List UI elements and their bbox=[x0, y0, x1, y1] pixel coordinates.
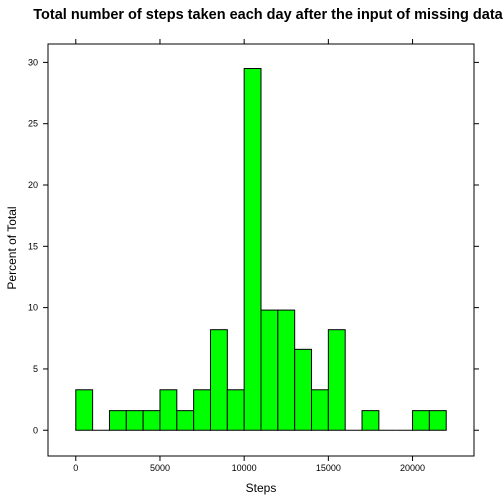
histogram-bar bbox=[294, 348, 313, 431]
y-tick-label: 25 bbox=[28, 119, 38, 129]
y-tick-label: 20 bbox=[28, 180, 38, 190]
y-tick-label: 10 bbox=[28, 303, 38, 313]
x-tick-label: 10000 bbox=[232, 463, 257, 473]
histogram-bar bbox=[361, 410, 380, 431]
y-tick-label: 5 bbox=[33, 364, 38, 374]
histogram-bar bbox=[412, 410, 430, 431]
histogram-bar bbox=[193, 389, 211, 431]
histogram-bar bbox=[75, 389, 94, 431]
histogram-bar bbox=[108, 410, 127, 431]
x-axis-label: Steps bbox=[246, 481, 277, 495]
x-tick-label: 15000 bbox=[316, 463, 341, 473]
plot-frame bbox=[47, 43, 475, 457]
histogram-bar bbox=[277, 309, 296, 431]
bars-group bbox=[75, 68, 447, 431]
histogram-bar bbox=[226, 389, 245, 431]
y-tick-label: 15 bbox=[28, 241, 38, 251]
ticks-group: 0 5000 10000 15000 20000 0 5 10 15 20 25 30 bbox=[28, 39, 479, 473]
x-tick-label: 20000 bbox=[400, 463, 425, 473]
y-tick-label: 30 bbox=[28, 57, 38, 67]
y-axis-label: Percent of Total bbox=[5, 206, 19, 289]
histogram-bar bbox=[260, 309, 279, 431]
x-tick-label: 0 bbox=[73, 463, 78, 473]
histogram-bar bbox=[428, 410, 447, 431]
y-tick-label: 0 bbox=[33, 425, 38, 435]
chart-title: Total number of steps taken each day aft… bbox=[33, 7, 503, 23]
histogram-bar bbox=[159, 389, 178, 431]
histogram-bar bbox=[243, 68, 262, 431]
histogram-bar bbox=[176, 410, 195, 431]
x-tick-label: 5000 bbox=[150, 463, 170, 473]
histogram-bar bbox=[311, 389, 329, 431]
histogram-bar bbox=[327, 329, 346, 431]
histogram-bar bbox=[125, 410, 144, 431]
histogram-bar bbox=[142, 410, 161, 431]
histogram-bar bbox=[209, 329, 228, 431]
